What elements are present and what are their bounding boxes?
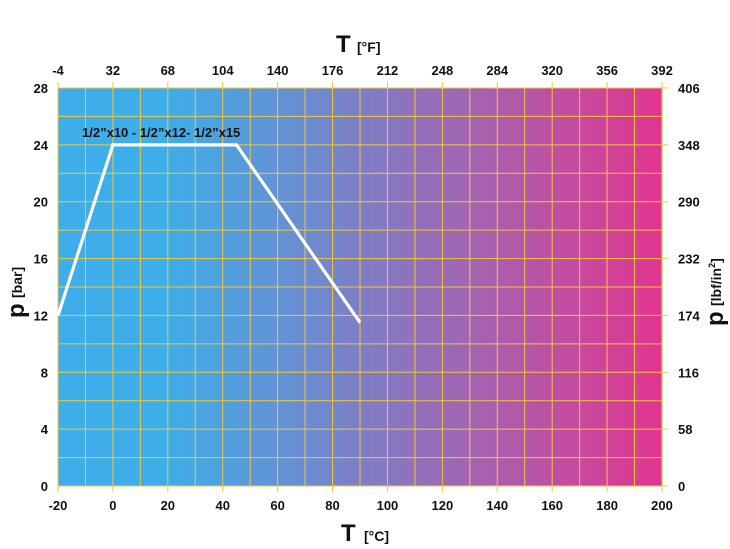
x-bottom-tick-label: 40 bbox=[215, 498, 229, 513]
x-top-tick-label: 392 bbox=[651, 63, 673, 78]
y-right-tick-label: 232 bbox=[678, 252, 700, 267]
y-right-tick-label: 58 bbox=[678, 422, 692, 437]
x-bottom-tick-label: 200 bbox=[651, 498, 673, 513]
x-bottom-tick-label: 160 bbox=[541, 498, 563, 513]
y-right-tick-label: 406 bbox=[678, 81, 700, 96]
x-top-tick-label: 320 bbox=[541, 63, 563, 78]
x-bottom-tick-label: 140 bbox=[486, 498, 508, 513]
x-top-tick-label: 284 bbox=[486, 63, 508, 78]
x-top-tick-label: 176 bbox=[322, 63, 344, 78]
y-left-tick-label: 8 bbox=[41, 365, 48, 380]
y-left-axis-symbol: p bbox=[3, 303, 30, 318]
x-top-tick-label: 32 bbox=[106, 63, 120, 78]
x-bottom-tick-label: -20 bbox=[49, 498, 68, 513]
x-top-tick-label: 248 bbox=[432, 63, 454, 78]
y-right-tick-label: 116 bbox=[678, 365, 699, 380]
x-bottom-axis-unit: [°C] bbox=[364, 528, 389, 544]
y-right-tick-label: 348 bbox=[678, 138, 700, 153]
y-right-axis-unit: [lbf/in2] bbox=[707, 258, 724, 306]
x-top-tick-label: 68 bbox=[161, 63, 175, 78]
x-top-axis-symbol: T bbox=[336, 31, 351, 58]
x-top-tick-label: 140 bbox=[267, 63, 289, 78]
x-bottom-tick-label: 20 bbox=[161, 498, 175, 513]
y-right-unit-base: [lbf/in bbox=[708, 268, 724, 306]
grid bbox=[57, 87, 663, 487]
x-bottom-tick-label: 120 bbox=[432, 498, 454, 513]
x-bottom-tick-label: 100 bbox=[377, 498, 399, 513]
y-left-tick-label: 28 bbox=[34, 81, 48, 96]
y-right-axis-symbol: p bbox=[702, 311, 729, 326]
y-left-tick-label: 20 bbox=[34, 195, 48, 210]
x-bottom-axis-symbol: T bbox=[341, 520, 356, 547]
y-left-tick-label: 0 bbox=[41, 479, 48, 494]
series-layer: 1/2”x10 - 1/2”x12- 1/2”x15 bbox=[56, 125, 362, 324]
x-bottom-tick-label: 180 bbox=[596, 498, 618, 513]
x-top-tick-label: -4 bbox=[52, 63, 64, 78]
series-label: 1/2”x10 - 1/2”x12- 1/2”x15 bbox=[82, 125, 240, 140]
y-left-tick-label: 16 bbox=[34, 252, 48, 267]
tick-labels: -20 0 20 40 60 80 100 120 140 160 180 200-4 32 68 104 1… bbox=[34, 63, 701, 513]
y-left-tick-label: 4 bbox=[41, 422, 49, 437]
y-left-tick-label: 12 bbox=[34, 308, 48, 323]
y-right-unit-sup: 2 bbox=[707, 263, 717, 268]
x-bottom-tick-label: 0 bbox=[109, 498, 116, 513]
x-top-tick-label: 356 bbox=[596, 63, 618, 78]
x-top-tick-label: 212 bbox=[377, 63, 399, 78]
y-right-unit-close: ] bbox=[708, 258, 724, 263]
x-top-tick-label: 104 bbox=[212, 63, 234, 78]
y-left-axis-unit: [bar] bbox=[9, 267, 25, 298]
y-right-tick-label: 174 bbox=[678, 308, 700, 323]
x-bottom-tick-label: 60 bbox=[270, 498, 284, 513]
y-right-tick-label: 290 bbox=[678, 195, 700, 210]
y-left-tick-label: 24 bbox=[34, 138, 49, 153]
series-line bbox=[56, 143, 362, 324]
y-right-tick-label: 0 bbox=[678, 479, 685, 494]
x-top-axis-unit: [°F] bbox=[357, 39, 380, 55]
x-bottom-tick-label: 80 bbox=[325, 498, 339, 513]
